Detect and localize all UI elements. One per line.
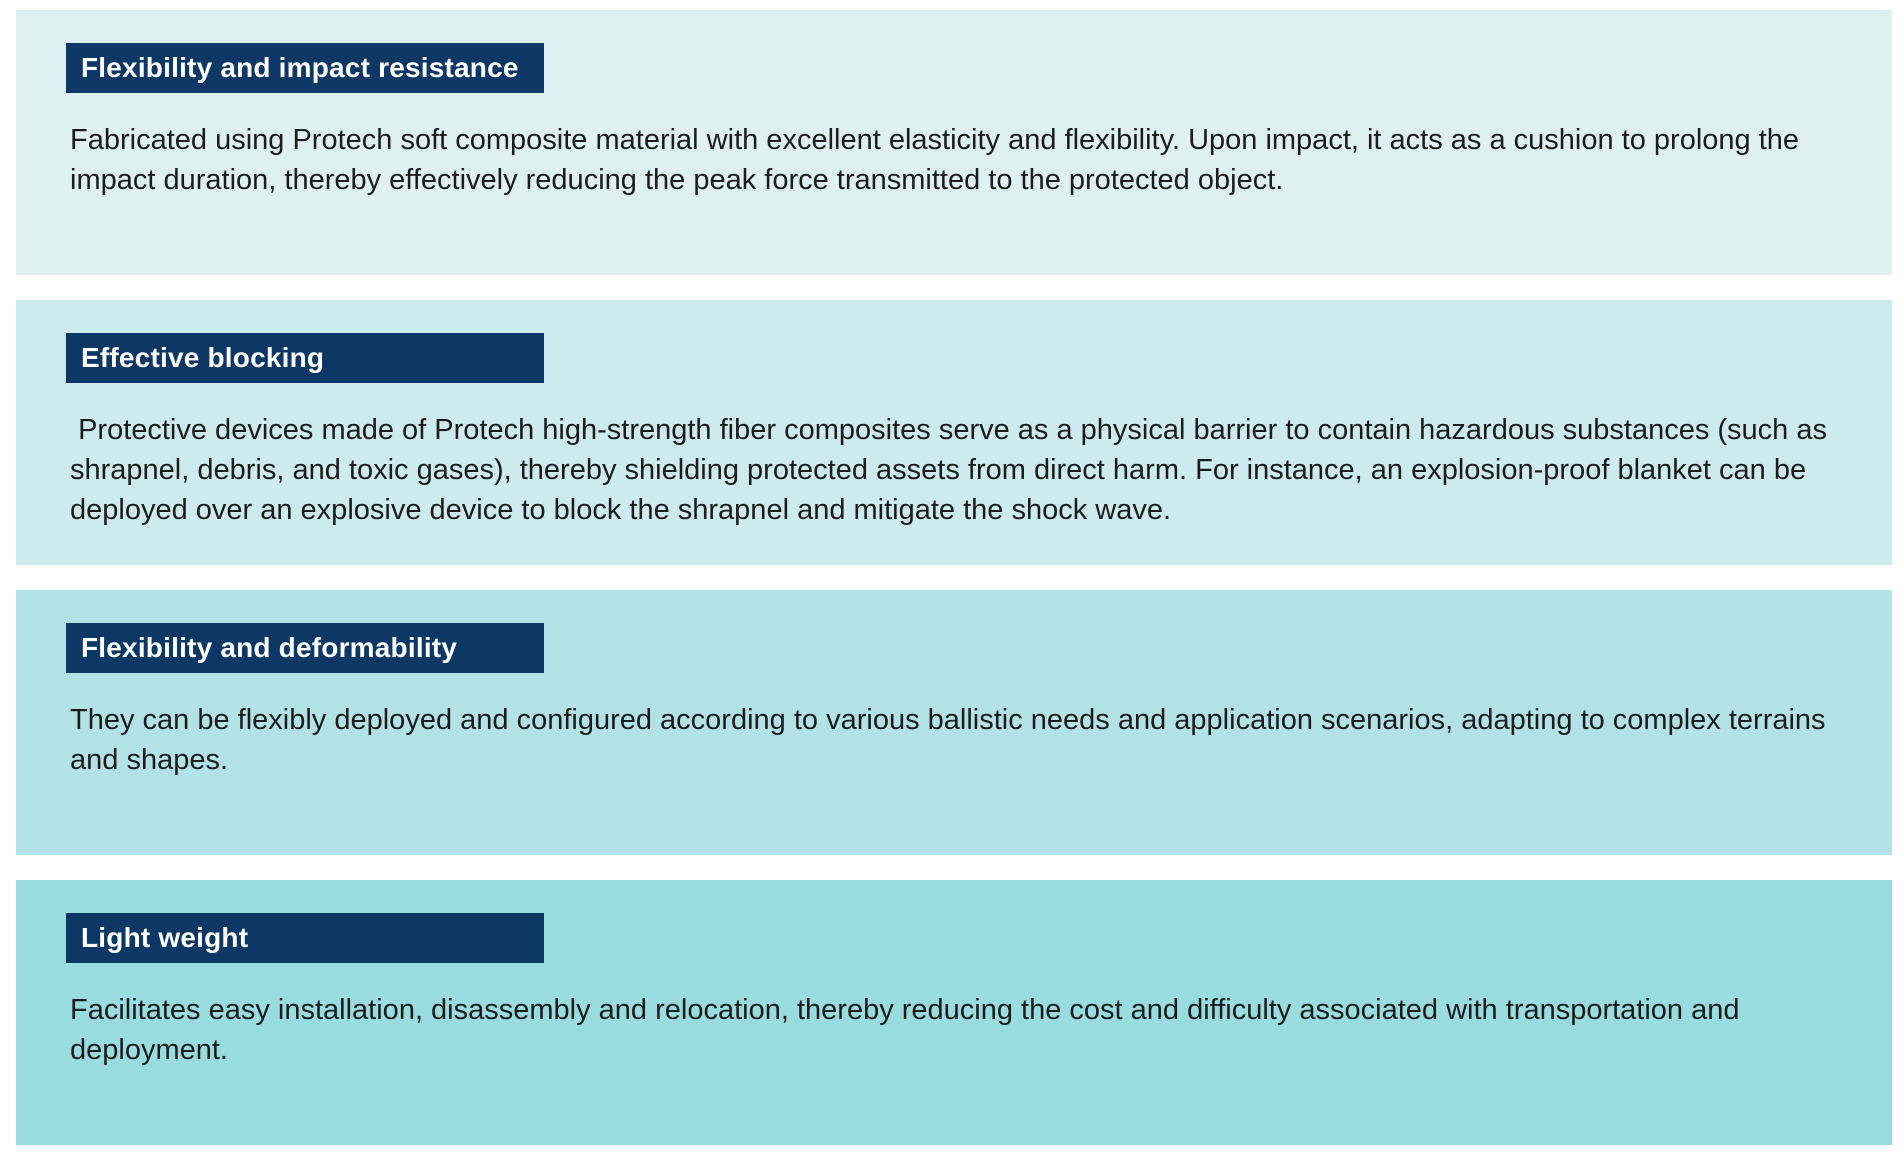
feature-title-badge: Flexibility and impact resistance [66, 43, 544, 93]
feature-title: Flexibility and deformability [81, 632, 458, 663]
feature-card-flexibility-impact-resistance: Flexibility and impact resistance Fabric… [16, 10, 1892, 275]
feature-title-badge: Light weight [66, 913, 544, 963]
feature-card-flexibility-deformability: Flexibility and deformability They can b… [16, 590, 1892, 855]
feature-description: Facilitates easy installation, disassemb… [70, 994, 1748, 1066]
feature-title: Effective blocking [81, 342, 325, 373]
feature-title: Light weight [81, 922, 249, 953]
feature-card-effective-blocking: Effective blocking Protective devices ma… [16, 300, 1892, 565]
feature-title-badge: Flexibility and deformability [66, 623, 544, 673]
feature-title-badge: Effective blocking [66, 333, 544, 383]
feature-description: Protective devices made of Protech high-… [70, 414, 1836, 526]
feature-title: Flexibility and impact resistance [81, 52, 519, 83]
feature-card-light-weight: Light weight Facilitates easy installati… [16, 880, 1892, 1145]
feature-description: Fabricated using Protech soft composite … [70, 124, 1808, 196]
feature-description: They can be flexibly deployed and config… [70, 704, 1834, 776]
